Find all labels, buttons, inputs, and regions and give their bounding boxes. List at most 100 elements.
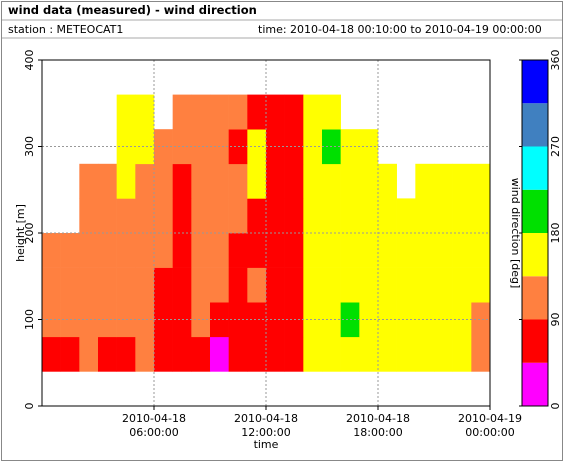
cell	[471, 336, 491, 372]
cell	[340, 336, 360, 372]
cell	[191, 129, 211, 165]
cell	[247, 233, 267, 268]
cell	[284, 336, 304, 372]
cell	[359, 129, 379, 165]
cell	[266, 94, 285, 130]
cell	[172, 267, 192, 303]
cell	[116, 94, 136, 130]
cell	[396, 233, 416, 268]
cell	[210, 163, 229, 199]
cell	[172, 336, 192, 372]
cell	[340, 267, 360, 303]
cell	[378, 336, 397, 372]
colorbar-tick-label: 0	[549, 403, 562, 410]
colorbar-tick-label: 180	[549, 223, 562, 244]
cell	[135, 94, 155, 130]
cell	[247, 163, 267, 199]
cell	[98, 163, 117, 199]
cell	[154, 267, 173, 303]
cell	[210, 198, 229, 234]
cell	[378, 198, 397, 234]
x-tick-label: 2010-04-18 06:00:00	[122, 412, 186, 439]
cell	[396, 198, 416, 234]
cell	[191, 94, 211, 130]
cell	[210, 94, 229, 130]
y-axis-label: height [m]	[14, 204, 27, 262]
cell	[228, 336, 248, 372]
cell	[303, 302, 323, 338]
cell	[191, 302, 211, 338]
cell	[228, 267, 248, 303]
cell	[471, 302, 491, 338]
cell	[303, 267, 323, 303]
cell	[471, 233, 491, 268]
cell	[266, 233, 285, 268]
cell	[247, 129, 267, 165]
cell	[247, 336, 267, 372]
chart-title: wind data (measured) - wind direction	[8, 3, 257, 17]
cell	[247, 267, 267, 303]
cell	[154, 198, 173, 234]
cell	[434, 336, 453, 372]
cell	[322, 336, 341, 372]
cell	[116, 233, 136, 268]
x-axis-label: time	[254, 438, 279, 451]
cell	[79, 233, 99, 268]
y-tick-label: 100	[23, 309, 36, 330]
cell	[396, 336, 416, 372]
cell	[135, 302, 155, 338]
cell	[42, 233, 61, 268]
cell	[303, 198, 323, 234]
colorbar-tick-label: 90	[549, 313, 562, 327]
y-tick-label: 300	[23, 136, 36, 157]
cell	[284, 163, 304, 199]
cell	[172, 198, 192, 234]
cell	[340, 163, 360, 199]
cell	[191, 163, 211, 199]
cell	[98, 267, 117, 303]
cell	[228, 94, 248, 130]
colorbar-swatch	[522, 60, 548, 104]
cell	[191, 336, 211, 372]
cell	[79, 198, 99, 234]
colorbar-swatch	[522, 319, 548, 363]
cell	[322, 163, 341, 199]
cell	[60, 233, 80, 268]
cell	[322, 94, 341, 130]
cell	[359, 336, 379, 372]
cell	[60, 267, 80, 303]
cell	[154, 163, 173, 199]
cell	[135, 267, 155, 303]
cell	[266, 198, 285, 234]
cell	[471, 198, 491, 234]
y-tick-label: 0	[23, 403, 36, 410]
cell	[434, 233, 453, 268]
x-tick-label: 2010-04-18 12:00:00	[234, 412, 298, 439]
cell	[42, 267, 61, 303]
colorbar-label: wind direction [deg]	[509, 178, 522, 289]
cell	[284, 267, 304, 303]
cell	[172, 233, 192, 268]
cell	[378, 163, 397, 199]
cell	[135, 198, 155, 234]
cell	[452, 267, 472, 303]
x-tick-label: 2010-04-18 18:00:00	[346, 412, 410, 439]
cell	[471, 163, 491, 199]
cell	[247, 94, 267, 130]
cell	[340, 198, 360, 234]
colorbar-swatch	[522, 362, 548, 406]
cell	[284, 233, 304, 268]
cell	[359, 163, 379, 199]
cell	[359, 302, 379, 338]
cell	[210, 336, 229, 372]
cell	[359, 198, 379, 234]
time-range: time: 2010-04-18 00:10:00 to 2010-04-19 …	[258, 23, 542, 36]
cell	[340, 233, 360, 268]
cell	[452, 233, 472, 268]
colorbar-swatch	[522, 276, 548, 320]
cell	[135, 129, 155, 165]
cell	[79, 336, 99, 372]
cell	[79, 302, 99, 338]
cell	[210, 267, 229, 303]
cell	[210, 233, 229, 268]
